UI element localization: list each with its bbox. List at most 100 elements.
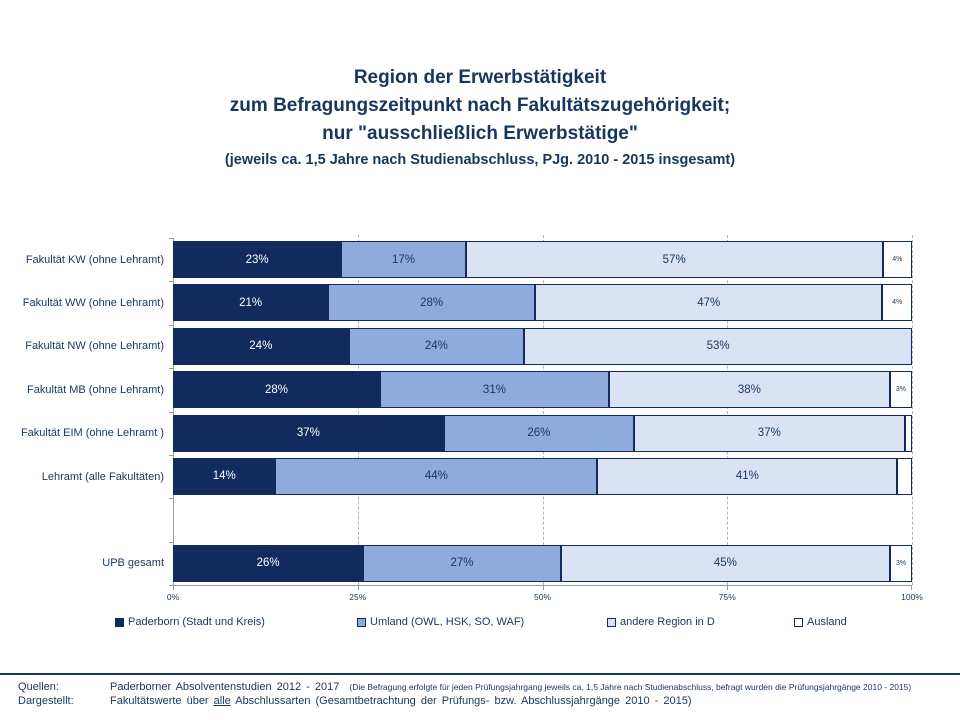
y-axis-tick <box>169 281 174 283</box>
bar-segment-andere-region: 45% <box>560 544 891 582</box>
chart-row: Fakultät KW (ohne Lehramt) 23% 17% 57% 4% <box>10 238 912 281</box>
legend-item-paderborn: Paderborn (Stadt und Kreis) <box>115 616 265 628</box>
bar-segment-andere-region: 41% <box>597 457 898 495</box>
bar-segment-paderborn: 26% <box>173 544 364 582</box>
y-axis-tick <box>169 541 174 543</box>
bar-segment-umland: 27% <box>363 544 561 582</box>
displayed-label: Dargestellt: <box>18 695 74 707</box>
displayed-value-underlined: alle <box>213 695 231 707</box>
title-line-4: (jeweils ca. 1,5 Jahre nach Studienabsch… <box>224 152 736 168</box>
displayed-value: Fakultätswerte über alle Abschlussarten … <box>110 695 692 707</box>
category-label: Fakultät KW (ohne Lehramt) <box>25 253 164 266</box>
legend-marker-andere-region <box>607 617 616 627</box>
y-axis-tick <box>169 368 174 370</box>
bar-segment-ausland <box>897 457 912 495</box>
chart-row: UPB gesamt 26% 27% 45% 3% <box>10 542 912 585</box>
stacked-bar-chart: Fakultät KW (ohne Lehramt) 23% 17% 57% 4% Fak… <box>10 235 923 608</box>
bar-segment-andere-region: 47% <box>535 284 883 322</box>
gridline <box>542 235 544 585</box>
sources-label: Quellen: <box>18 681 59 693</box>
legend-item-ausland: Ausland <box>794 616 847 628</box>
y-axis-tick <box>169 585 174 586</box>
category-label: Fakultät MB (ohne Lehramt) <box>27 383 164 396</box>
bar-segment-umland: 17% <box>341 241 466 278</box>
bar-segment-paderborn: 23% <box>173 241 342 278</box>
bar-segment-ausland: 4% <box>882 284 912 322</box>
x-axis-tick <box>542 586 544 590</box>
category-label: Fakultät NW (ohne Lehramt) <box>25 340 164 353</box>
bar-segment-andere-region: 57% <box>465 241 883 278</box>
bar-segment-andere-region: 37% <box>633 414 905 452</box>
bar: 21% 28% 47% 4% <box>173 284 912 322</box>
y-axis-tick <box>169 411 174 413</box>
sources-value: Paderborner Absolventenstudien 2012 - 20… <box>110 681 340 693</box>
sources-row: Quellen: Paderborner Absolventenstudien … <box>0 681 960 693</box>
x-axis-tick <box>911 586 912 590</box>
title-line-1: Region der Erwerbstätigkeit <box>353 67 607 88</box>
chart-row: Fakultät EIM (ohne Lehramt ) 37% 26% 37% <box>10 412 912 455</box>
bar: 23% 17% 57% 4% <box>173 241 912 278</box>
bar-segment-paderborn: 28% <box>173 371 380 409</box>
legend-item-label: andere Region in D <box>620 616 715 628</box>
chart-rows: Fakultät KW (ohne Lehramt) 23% 17% 57% 4% Fak… <box>10 238 912 585</box>
chart-row: Fakultät NW (ohne Lehramt) 24% 24% 53% <box>10 325 912 368</box>
x-axis-tick <box>173 586 174 590</box>
footer: Quellen: Paderborner Absolventenstudien … <box>0 673 960 707</box>
legend-marker-umland <box>357 617 366 627</box>
chart-title: Region der Erwerbstätigkeit zum Befragun… <box>0 64 960 172</box>
gridline <box>912 235 913 585</box>
x-axis-tick-label: 0% <box>166 592 180 602</box>
legend-item-label: Umland (OWL, HSK, SO, WAF) <box>370 616 525 628</box>
legend-marker-ausland <box>794 617 803 627</box>
bar-segment-ausland: 3% <box>889 371 912 409</box>
bar-segment-paderborn: 24% <box>173 327 349 365</box>
x-axis-tick <box>357 586 359 590</box>
chart-row: Lehramt (alle Fakultäten) 14% 44% 41% <box>10 455 912 498</box>
x-axis-tick-label: 50% <box>533 592 552 602</box>
gridline <box>357 235 359 585</box>
x-axis-tick <box>727 586 729 590</box>
bar-segment-umland: 28% <box>328 284 536 322</box>
y-axis-tick <box>169 498 174 500</box>
category-label: Fakultät EIM (ohne Lehramt ) <box>20 427 164 440</box>
bar-segment-ausland <box>904 414 912 452</box>
y-axis-tick <box>169 238 174 239</box>
bar-segment-umland: 26% <box>443 414 634 452</box>
category-label: Lehramt (alle Fakultäten) <box>41 470 164 483</box>
gridline <box>727 235 729 585</box>
legend-item-label: Ausland <box>807 616 847 628</box>
y-axis-tick <box>169 324 174 326</box>
plot-gridlines <box>173 235 913 585</box>
bar-segment-umland: 44% <box>275 457 598 495</box>
title-line-2: zum Befragungszeitpunkt nach Fakultätszu… <box>229 95 731 116</box>
bar: 24% 24% 53% <box>173 327 912 365</box>
bar: 28% 31% 38% 3% <box>173 371 912 409</box>
x-axis-tick-label: 25% <box>349 592 367 602</box>
bar-segment-andere-region: 38% <box>608 371 890 409</box>
title-line-3: nur "ausschließlich Erwerbstätige" <box>322 123 638 144</box>
legend: Paderborn (Stadt und Kreis) Umland (OWL,… <box>0 616 960 636</box>
chart-row: Fakultät MB (ohne Lehramt) 28% 31% 38% 3% <box>10 368 912 411</box>
bar: 14% 44% 41% <box>173 457 912 495</box>
x-axis-tick-label: 75% <box>718 592 736 602</box>
chart-row: Fakultät WW (ohne Lehramt) 21% 28% 47% 4% <box>10 281 912 324</box>
legend-item-label: Paderborn (Stadt und Kreis) <box>128 616 265 628</box>
displayed-row: Dargestellt: Fakultätswerte über alle Ab… <box>0 695 960 707</box>
legend-item-andere-region: andere Region in D <box>607 616 715 628</box>
bar-segment-paderborn: 14% <box>173 457 276 495</box>
bar: 37% 26% 37% <box>173 414 912 452</box>
bar: 26% 27% 45% 3% <box>173 544 912 582</box>
chart-row-spacer <box>10 498 912 541</box>
x-axis: 0% 25% 50% 75% 100% <box>167 585 923 608</box>
category-label: UPB gesamt <box>102 557 164 570</box>
legend-marker-paderborn <box>115 617 124 627</box>
bar-segment-paderborn: 37% <box>173 414 444 452</box>
x-axis-tick-label: 100% <box>901 592 923 602</box>
y-axis-line <box>169 238 174 586</box>
bar-segment-umland: 24% <box>348 327 525 365</box>
bar-segment-andere-region: 53% <box>524 327 912 365</box>
category-label: Fakultät WW (ohne Lehramt) <box>22 297 164 310</box>
y-axis-tick <box>169 454 174 456</box>
bar-segment-umland: 31% <box>379 371 609 409</box>
